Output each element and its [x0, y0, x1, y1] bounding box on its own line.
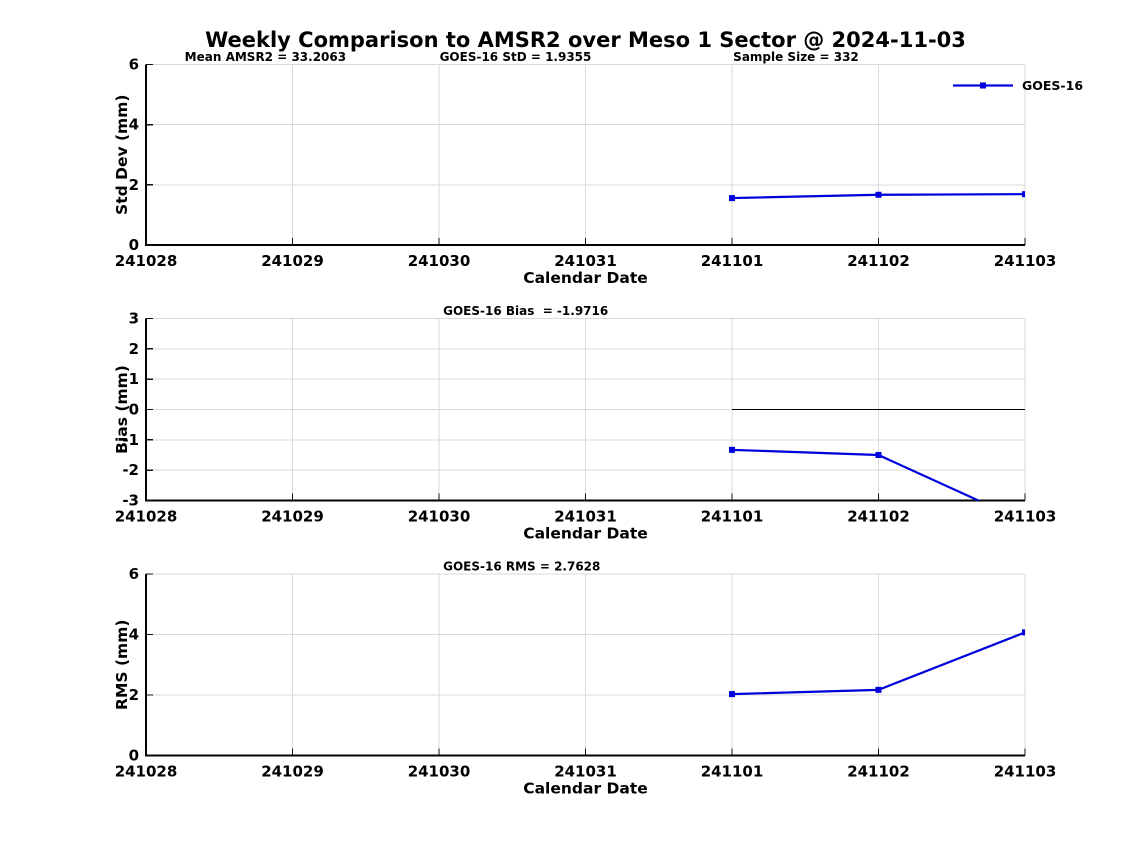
- x-tick-label: 241028: [115, 252, 178, 270]
- legend-marker-sample: [980, 82, 986, 89]
- data-point-marker: [875, 191, 882, 198]
- y-tick-label: 4: [129, 116, 139, 134]
- y-axis-label: RMS (mm): [113, 620, 131, 710]
- stat-annotation: Mean AMSR2 = 33.2063: [185, 50, 346, 64]
- y-tick-label: 1: [129, 370, 139, 388]
- subplot-rms: 241028 241029 241030 241031 241101 241102 2411…: [113, 560, 1056, 798]
- x-tick-label: 241101: [701, 763, 764, 781]
- figure-title: Weekly Comparison to AMSR2 over Meso 1 S…: [205, 28, 966, 52]
- subplot-std-dev: 241028 241029 241030 241031 241101 241102 2411…: [113, 50, 1083, 287]
- stat-annotation: GOES-16 RMS = 2.7628: [443, 560, 600, 574]
- y-tick-label: 4: [129, 626, 139, 644]
- x-tick-label: 241031: [554, 252, 617, 270]
- y-tick-label: 6: [129, 565, 139, 583]
- x-axis-label: Calendar Date: [523, 525, 648, 543]
- data-point-marker: [875, 686, 882, 693]
- x-tick-label: 241103: [994, 508, 1057, 526]
- gridlines: [146, 318, 1026, 501]
- data-point-marker: [729, 446, 735, 453]
- x-tick-label: 241029: [261, 508, 324, 526]
- series-goes-16: [729, 191, 1025, 202]
- y-tick-label: 0: [129, 236, 139, 254]
- tick-marks: [145, 317, 1026, 502]
- x-tick-label: 241030: [408, 508, 471, 526]
- x-tick-label: 241103: [994, 252, 1057, 270]
- x-tick-label: 241029: [261, 252, 324, 270]
- y-tick-label: -1: [122, 431, 139, 449]
- x-tick-label: 241030: [408, 763, 471, 781]
- x-tick-label: 241101: [701, 252, 764, 270]
- stat-annotation: GOES-16 StD = 1.9355: [440, 50, 592, 64]
- y-tick-label: 3: [129, 310, 139, 328]
- x-tick-label: 241031: [554, 763, 617, 781]
- series-goes-16: [729, 629, 1025, 698]
- stat-annotation: Sample Size = 332: [733, 50, 859, 64]
- x-tick-label: 241028: [115, 763, 178, 781]
- x-tick-label: 241103: [994, 763, 1057, 781]
- data-point-marker: [875, 452, 882, 458]
- y-tick-label: -3: [122, 492, 139, 510]
- x-axis-label: Calendar Date: [523, 780, 648, 798]
- subplot-bias: 241028 241029 241030 241031 241101 241102 2411…: [113, 304, 1056, 543]
- x-tick-label: 241030: [408, 252, 471, 270]
- data-point-marker: [729, 691, 735, 698]
- y-tick-label: 2: [129, 176, 139, 194]
- legend-label: GOES-16: [1022, 78, 1083, 93]
- x-tick-label: 241029: [261, 763, 324, 781]
- gridlines: [146, 573, 1026, 756]
- y-tick-label: -2: [122, 461, 139, 479]
- x-tick-label: 241028: [115, 508, 178, 526]
- y-tick-label: 0: [129, 401, 139, 419]
- x-axis-label: Calendar Date: [523, 269, 648, 287]
- y-axis-label: Std Dev (mm): [113, 95, 131, 215]
- y-axis-label: Bias (mm): [113, 365, 131, 454]
- x-tick-label: 241102: [847, 252, 910, 270]
- y-tick-label: 6: [129, 56, 139, 74]
- stat-annotation: GOES-16 Bias = -1.9716: [443, 304, 608, 318]
- x-tick-label: 241101: [701, 508, 764, 526]
- gridlines: [146, 64, 1026, 245]
- y-tick-label: 2: [129, 686, 139, 704]
- legend: GOES-16: [953, 78, 1083, 93]
- data-point-marker: [1022, 629, 1025, 636]
- series-goes-16: [729, 446, 982, 501]
- y-tick-label: 2: [129, 340, 139, 358]
- data-point-marker: [1022, 191, 1025, 198]
- x-tick-label: 241031: [554, 508, 617, 526]
- x-tick-label: 241102: [847, 508, 910, 526]
- x-tick-label: 241102: [847, 763, 910, 781]
- data-point-marker: [729, 195, 735, 202]
- tick-marks: [145, 573, 1026, 757]
- y-tick-label: 0: [129, 747, 139, 765]
- tick-marks: [145, 63, 1026, 246]
